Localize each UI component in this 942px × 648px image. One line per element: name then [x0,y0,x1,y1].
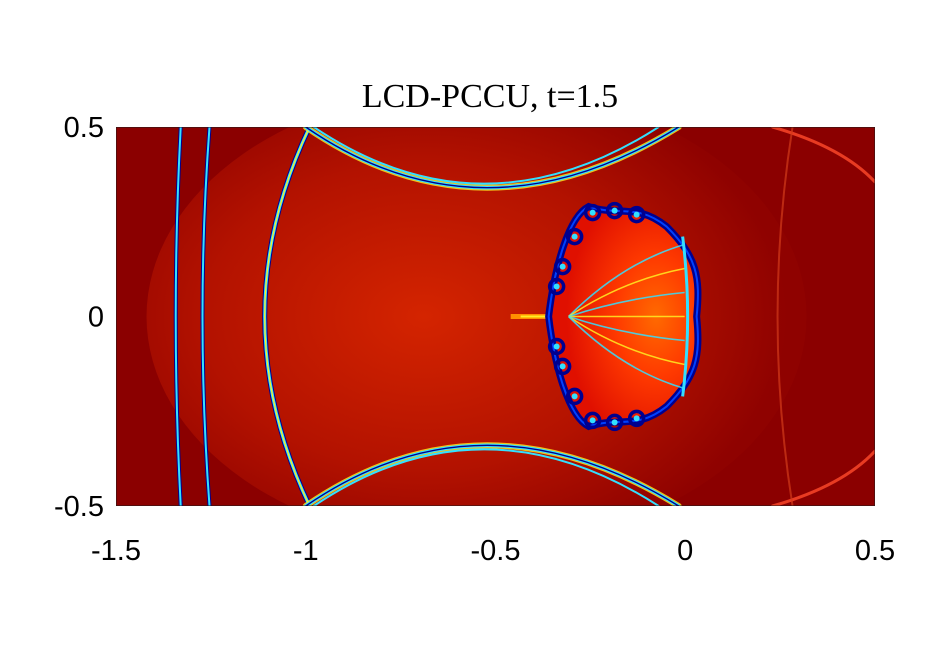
vortex-core-3 [571,233,578,240]
vertical-shock-0-layer-1 [174,127,182,506]
reflected-arc-bottom-inner-0-layer-0 [312,448,660,506]
vortex-8 [627,409,646,428]
y-tick-label-2: -0.5 [54,491,104,523]
reflected-arc-top-0 [302,127,682,191]
vortex-core-4 [559,263,566,270]
vortex-core-5 [553,283,560,290]
vortex-6 [583,411,602,430]
vortex-core-6 [589,417,596,424]
vortex-core-9 [571,393,578,400]
y-axis-ticks: 0.5 0 -0.5 [54,112,104,523]
vortex-10 [553,357,572,376]
curved-shock-0 [262,127,313,506]
bubble-streak-6 [568,315,685,390]
vortex-core-2 [633,211,640,218]
reflected-arc-top-0-layer-2 [305,127,680,189]
faint-wave-mid-0-layer-0 [776,127,794,506]
reflected-arc-bottom-0-layer-2 [305,444,680,506]
vortex-7 [605,413,624,432]
bubble-vortices-0 [547,201,646,432]
vortex-11 [547,337,566,356]
reflected-arc-bottom-inner-0 [312,448,660,506]
vortex-core-0 [589,209,596,216]
reflected-arc-top-inner-0-layer-0 [312,127,660,185]
vortex-core-1 [611,207,618,214]
vortex-5 [547,277,566,296]
vortex-9 [565,387,584,406]
vortex-2 [627,205,646,224]
bubble-streaks-0 [568,243,685,390]
reflected-arc-bottom-0 [302,442,682,506]
y-tick-label-0: 0.5 [64,112,104,144]
x-tick-label-1: -1 [293,535,319,567]
vortex-0 [583,203,602,222]
vortex-core-8 [633,415,640,422]
curved-shock-0-layer-2 [264,127,311,506]
plot-area [116,127,875,506]
field-glow [146,127,807,506]
faint-wave-top-0 [771,127,875,184]
x-axis-ticks: -1.5 -1 -0.5 0 0.5 [91,535,895,567]
vortex-core-10 [559,363,566,370]
vertical-shock-1 [200,127,212,506]
x-tick-label-2: -0.5 [471,535,521,567]
x-tick-label-4: 0.5 [855,535,895,567]
vortex-1 [605,201,624,220]
chart-title: LCD-PCCU, t=1.5 [362,78,618,115]
bubble-streak-5 [568,315,685,366]
y-tick-label-1: 0 [88,302,104,334]
bubble-streak-0 [568,243,685,318]
vertical-shock-0 [173,127,183,506]
bubble-streak-1 [568,267,685,318]
bubble-front-band-0 [681,236,690,397]
reflected-arc-top-inner-0 [312,127,660,185]
vertical-shock-1-layer-1 [201,127,211,506]
vortex-core-7 [611,419,618,426]
vortex-3 [565,227,584,246]
bubble-streak-2 [568,291,685,318]
faint-wave-bottom-0-layer-0 [771,449,875,506]
vortex-4 [553,257,572,276]
vortex-core-11 [553,343,560,350]
faint-wave-mid-0 [776,127,794,506]
x-tick-label-0: -1.5 [91,535,141,567]
x-tick-label-3: 0 [677,535,693,567]
bubble-streak-4 [568,315,685,342]
faint-wave-bottom-0 [771,449,875,506]
faint-wave-top-0-layer-0 [771,127,875,184]
